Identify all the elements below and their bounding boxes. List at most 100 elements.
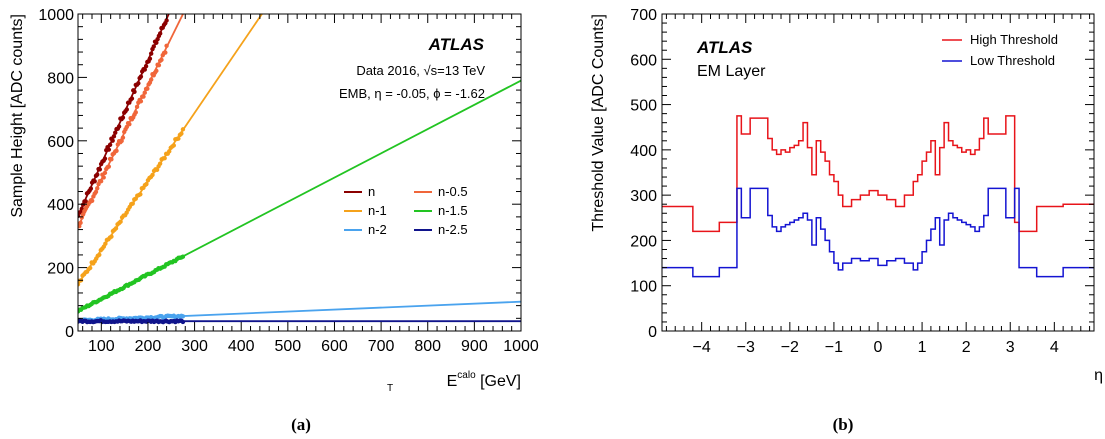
panel-b-series [662, 115, 1094, 278]
legend-label-1: Low Threshold [970, 53, 1055, 68]
legend-label-n-1.5: n-1.5 [438, 203, 468, 218]
series-n-point [83, 199, 88, 204]
panel-a-info-line1: Data 2016, √s=13 TeV [356, 63, 485, 78]
y-tick-label-400: 400 [630, 143, 657, 160]
series-n-0.5-point [95, 186, 100, 191]
x-tick-label--2: −2 [781, 339, 799, 356]
series-n-0.5-point [119, 138, 124, 144]
series-n-1-point [171, 143, 176, 148]
y-tick-label-200: 200 [630, 233, 657, 250]
series-n-1-point [138, 192, 143, 197]
series-n-1-point [87, 265, 93, 271]
y-tick-label-800: 800 [47, 70, 74, 87]
series-n-point [136, 81, 141, 86]
series-n-point [142, 67, 147, 72]
x-tick-label-500: 500 [274, 338, 301, 355]
series-n-point [120, 115, 126, 120]
series-n-0.5-point [163, 50, 168, 55]
panel-b-ticks: −4 −3 −2 −1 0 1 2 3 4 0 100 200 300 400 500 600 700 [630, 7, 1094, 356]
series-n-1-point [162, 156, 167, 161]
series-n-point [124, 107, 129, 112]
series-n-point [95, 172, 100, 177]
y-tick-label-200: 200 [47, 261, 74, 278]
legend-label-n-2: n-2 [368, 222, 387, 237]
x-tick-label-700: 700 [368, 338, 395, 355]
panel-a-xlabel: Ecalo [GeV] [447, 370, 521, 390]
series-n-1-point [167, 149, 172, 154]
series-n-point [110, 138, 115, 143]
series-n-point [107, 142, 113, 147]
series-n-1-point [179, 131, 184, 136]
panel-a-legend: n n-0.5 n-1 n-1.5 n-2 n-2.5 [344, 184, 468, 237]
panel-b: −4 −3 −2 −1 0 1 2 3 4 0 100 200 300 400 500 600 700 Thre… [590, 7, 1103, 434]
y-tick-label-600: 600 [47, 134, 74, 151]
panel-b-caption: (b) [833, 415, 854, 434]
series-n-point [147, 56, 153, 61]
series-n-0.5-fit-line [78, 14, 185, 228]
series-n-0.5-point [89, 198, 95, 203]
y-tick-label-100: 100 [630, 279, 657, 296]
series-n-2.5-group [78, 318, 521, 325]
series-n-point [148, 51, 154, 56]
series-n-2-point [180, 314, 186, 319]
series-n-point [157, 31, 163, 36]
x-tick-label-600: 600 [321, 338, 348, 355]
series-n-0.5-point [164, 43, 169, 48]
panel-a-caption: (a) [291, 415, 311, 434]
series-n-1-point [118, 219, 123, 224]
series-n-0.5-point [93, 189, 99, 195]
series-n-0.5-point [102, 170, 108, 176]
x-tick-label-4: 4 [1050, 339, 1059, 356]
series-n-point [154, 40, 159, 45]
y-tick-label-0: 0 [65, 324, 74, 341]
x-tick-label-200: 200 [135, 338, 162, 355]
series-n-point [102, 156, 108, 161]
series-n-0.5-point [133, 110, 138, 115]
series-n-0.5-point [138, 99, 144, 104]
legend-label-n: n [368, 184, 375, 199]
x-tick-label-800: 800 [414, 338, 441, 355]
series-n-point [132, 89, 137, 95]
x-tick-label--1: −1 [825, 339, 843, 356]
x-tick-label-900: 900 [461, 338, 488, 355]
legend-label-n-1: n-1 [368, 203, 387, 218]
panel-b-ylabel: Threshold Value [ADC Counts] [590, 14, 607, 232]
series-n-1-point [180, 127, 186, 132]
x-tick-label-2: 2 [962, 339, 971, 356]
series-n-0.5-point [120, 135, 126, 140]
series-high-threshold-line [662, 115, 1094, 233]
panel-b-legend: High Threshold Low Threshold [942, 32, 1058, 68]
x-tick-label-3: 3 [1006, 339, 1015, 356]
x-tick-label-100: 100 [88, 338, 115, 355]
series-n-0.5-point [127, 121, 132, 127]
series-n-point [92, 179, 97, 184]
series-n-1-point [144, 181, 149, 187]
x-tick-label-0: 0 [874, 339, 883, 356]
panel-a-atlas-label: ATLAS [428, 35, 485, 54]
panel-a-ylabel: Sample Height [ADC counts] [9, 14, 26, 218]
series-n-1-point [78, 282, 81, 287]
series-n-1-point [109, 234, 114, 239]
legend-label-n-2.5: n-2.5 [438, 222, 468, 237]
series-n-0.5-point [124, 124, 129, 130]
y-tick-label-1000: 1000 [38, 7, 74, 24]
panel-a-frame [77, 13, 522, 332]
series-n-1-point [154, 167, 160, 173]
series-n-0.5-point [101, 175, 106, 180]
series-n-0.5-point [106, 164, 112, 169]
series-n-1-point [176, 136, 181, 141]
x-tick-label-1: 1 [918, 339, 927, 356]
series-n-0.5-point [142, 90, 147, 95]
y-tick-label-400: 400 [47, 197, 74, 214]
series-n-group [78, 14, 170, 219]
series-n-0.5-point [134, 104, 140, 110]
panel-a-info-line2: EMB, η = -0.05, ϕ = -1.62 [339, 86, 485, 101]
series-n-0.5-point [78, 220, 83, 226]
x-tick-label-400: 400 [228, 338, 255, 355]
series-n-point [143, 64, 149, 69]
series-n-point [111, 134, 117, 139]
series-n-1-point [130, 201, 135, 206]
panel-b-atlas-label: ATLAS [696, 38, 753, 57]
series-n-1.5-group [78, 79, 521, 314]
